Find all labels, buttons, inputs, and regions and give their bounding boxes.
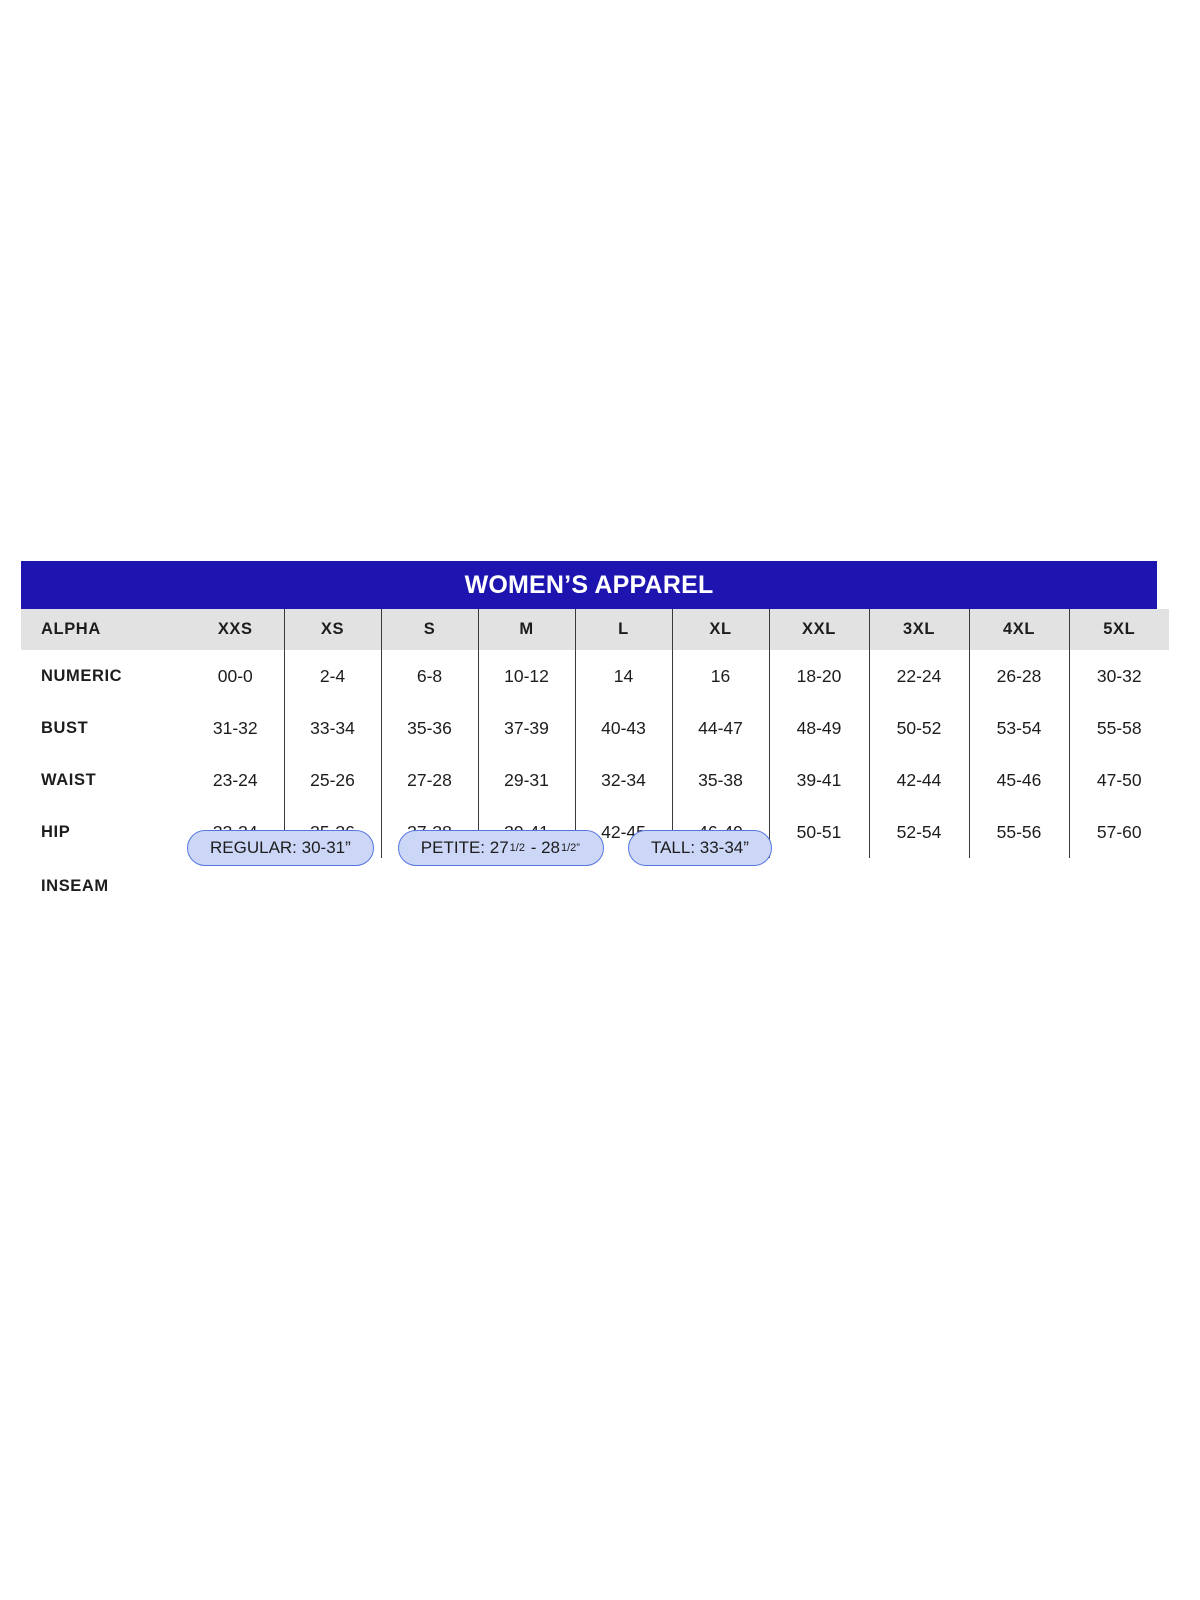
cell: 40-43 xyxy=(574,702,672,754)
inseam-petite-prefix: PETITE: 27 xyxy=(420,838,509,857)
inseam-petite-mid: - 28 xyxy=(530,838,560,857)
column-header-m: M xyxy=(477,609,575,650)
page-title: WOMEN’S APPAREL xyxy=(464,570,714,599)
cell: 6-8 xyxy=(380,650,478,702)
table-row: NUMERIC 00-0 2-4 6-8 10-12 14 16 18-20 2… xyxy=(21,650,1169,702)
cell: 48-49 xyxy=(768,702,869,754)
inseam-option-regular[interactable]: REGULAR: 30-31” xyxy=(187,830,374,866)
inseam-petite-fraction-high: 1/2” xyxy=(560,841,580,854)
cell: 18-20 xyxy=(768,650,869,702)
cell: 2-4 xyxy=(283,650,381,702)
cell: 39-41 xyxy=(768,754,869,806)
column-header-xl: XL xyxy=(671,609,769,650)
row-label-waist: WAIST xyxy=(21,754,187,806)
cell: 37-39 xyxy=(477,702,575,754)
inseam-options: REGULAR: 30-31” PETITE: 27 1/2 - 28 1/2” T… xyxy=(187,830,1169,914)
table-row: WAIST 23-24 25-26 27-28 29-31 32-34 35-3… xyxy=(21,754,1169,806)
column-header-s: S xyxy=(380,609,478,650)
cell: 10-12 xyxy=(477,650,575,702)
cell: 29-31 xyxy=(477,754,575,806)
table-header-row: ALPHA XXS XS S M L XL XXL 3XL 4XL 5XL xyxy=(21,609,1169,650)
row-label-inseam: INSEAM xyxy=(21,858,187,914)
cell: 53-54 xyxy=(968,702,1069,754)
cell: 14 xyxy=(574,650,672,702)
cell: 22-24 xyxy=(868,650,969,702)
cell: 25-26 xyxy=(283,754,381,806)
cell: 57-60 xyxy=(1068,806,1169,858)
cell: 33-34 xyxy=(283,702,381,754)
column-header-xs: XS xyxy=(283,609,381,650)
row-label-bust: BUST xyxy=(21,702,187,754)
cell: 26-28 xyxy=(968,650,1069,702)
cell: 50-52 xyxy=(868,702,969,754)
size-table: ALPHA XXS XS S M L XL XXL 3XL 4XL 5XL NU… xyxy=(21,609,1169,914)
inseam-option-petite[interactable]: PETITE: 27 1/2 - 28 1/2” xyxy=(397,830,604,866)
column-header-xxs: XXS xyxy=(187,609,284,650)
cell: 55-56 xyxy=(968,806,1069,858)
inseam-row: INSEAM REGULAR: 30-31” PETITE: 27 1/2 - 2… xyxy=(21,830,1169,914)
inseam-option-tall[interactable]: TALL: 33-34” xyxy=(627,830,772,866)
column-header-l: L xyxy=(574,609,672,650)
table-row: BUST 31-32 33-34 35-36 37-39 40-43 44-47… xyxy=(21,702,1169,754)
cell: 31-32 xyxy=(187,702,284,754)
cell: 44-47 xyxy=(671,702,769,754)
cell: 55-58 xyxy=(1068,702,1169,754)
row-label-numeric: NUMERIC xyxy=(21,650,187,702)
cell: 47-50 xyxy=(1068,754,1169,806)
column-header-xxl: XXL xyxy=(768,609,869,650)
column-header-3xl: 3XL xyxy=(868,609,969,650)
cell: 16 xyxy=(671,650,769,702)
chart-title-bar: WOMEN’S APPAREL xyxy=(21,561,1157,609)
column-header-alpha: ALPHA xyxy=(21,609,187,650)
cell: 30-32 xyxy=(1068,650,1169,702)
cell: 42-44 xyxy=(868,754,969,806)
size-chart: WOMEN’S APPAREL ALPHA XXS XS S M L XL XX… xyxy=(21,561,1169,914)
column-header-4xl: 4XL xyxy=(968,609,1069,650)
cell: 35-36 xyxy=(380,702,478,754)
cell: 27-28 xyxy=(380,754,478,806)
cell: 50-51 xyxy=(768,806,869,858)
column-header-5xl: 5XL xyxy=(1068,609,1169,650)
inseam-petite-fraction-low: 1/2 xyxy=(509,841,525,854)
cell: 35-38 xyxy=(671,754,769,806)
cell: 00-0 xyxy=(187,650,284,702)
cell: 45-46 xyxy=(968,754,1069,806)
row-label-hip: HIP xyxy=(21,806,187,858)
cell: 52-54 xyxy=(868,806,969,858)
cell: 32-34 xyxy=(574,754,672,806)
cell: 23-24 xyxy=(187,754,284,806)
